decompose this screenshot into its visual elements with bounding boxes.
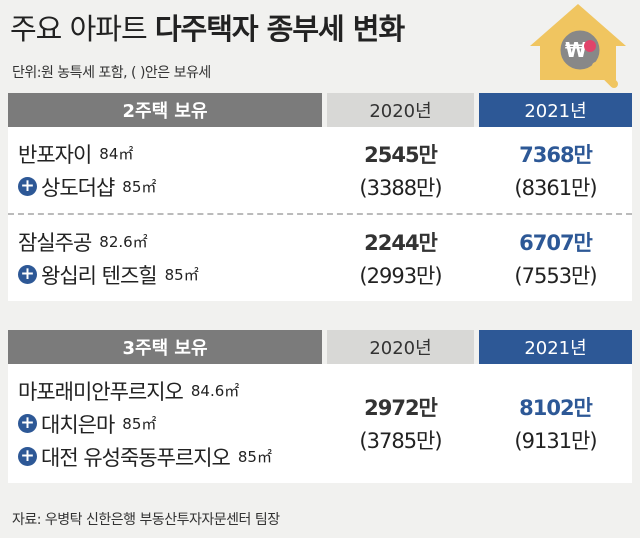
apartment-name: 왕십리 텐즈힐: [41, 263, 158, 288]
apartment-name: 대전 유성죽동푸르지오: [41, 445, 231, 470]
year-header: 2021년: [479, 330, 632, 364]
apartment-name: 대치은마: [41, 412, 115, 437]
apartment-size: 85㎡: [122, 415, 157, 433]
table-row: 반포자이 84㎡ + 상도더샵 85㎡ 2545만 (3388만) 7368만 (8361만): [8, 127, 632, 213]
holding-tax-2021: (9131만): [514, 429, 597, 453]
year-header: 2021년: [479, 93, 632, 127]
tax-2020: 2972만: [364, 396, 438, 420]
apartment-size: 85㎡: [122, 178, 157, 196]
apartment: 잠실주공 82.6㎡: [18, 225, 322, 258]
section: 3주택 보유 2020년 2021년 마포래미안푸르지오 84.6㎡ + 대치은마 85㎡ + 대…: [8, 330, 632, 483]
apartment: + 왕십리 텐즈힐 85㎡: [18, 258, 322, 291]
tax-2020: 2244만: [364, 230, 438, 255]
value-cell: 8102만 (9131만): [479, 364, 632, 483]
section: 2주택 보유 2020년 2021년 반포자이 84㎡ + 상도더샵 85㎡ 2545만 (338…: [8, 93, 632, 301]
holding-tax-2020: (3388만): [359, 175, 442, 200]
section-body: 마포래미안푸르지오 84.6㎡ + 대치은마 85㎡ + 대전 유성죽동푸르지오 85㎡ 297…: [8, 364, 632, 483]
apartment-name: 반포자이: [18, 142, 92, 167]
holding-tax-2020: (3785만): [359, 429, 442, 453]
apartment-size: 85㎡: [237, 448, 272, 466]
apartment: + 상도더샵 85㎡: [18, 170, 322, 203]
plus-icon: +: [18, 265, 37, 284]
apartment-name: 상도더샵: [41, 175, 115, 200]
value-cell: 2545만 (3388만): [327, 127, 474, 213]
apartment-cell: 잠실주공 82.6㎡ + 왕십리 텐즈힐 85㎡: [8, 215, 322, 301]
holding-tax-2021: (7553만): [514, 263, 597, 288]
unit-note: 단위:원 농특세 포함, ( )안은 보유세: [12, 65, 211, 81]
plus-icon: +: [18, 447, 37, 466]
title-bold: 다주택자 종부세 변화: [154, 12, 405, 46]
plus-icon: +: [18, 414, 37, 433]
apartment-name: 잠실주공: [18, 230, 92, 255]
apartment-cell: 마포래미안푸르지오 84.6㎡ + 대치은마 85㎡ + 대전 유성죽동푸르지오 85㎡: [8, 364, 322, 483]
holding-tax-2020: (2993만): [359, 263, 442, 288]
holding-tax-2021: (8361만): [514, 175, 597, 200]
year-header: 2020년: [327, 330, 474, 364]
title: 주요 아파트 다주택자 종부세 변화: [10, 6, 405, 48]
apartment-size: 82.6㎡: [99, 233, 148, 251]
tax-2021: 7368만: [519, 142, 593, 167]
svg-text:₩: ₩: [565, 38, 587, 62]
apartment: 마포래미안푸르지오 84.6㎡: [18, 374, 322, 407]
value-cell: 2972만 (3785만): [327, 364, 474, 483]
value-cell: 6707만 (7553만): [479, 215, 632, 301]
apartment: + 대치은마 85㎡: [18, 407, 322, 440]
apartment-cell: 반포자이 84㎡ + 상도더샵 85㎡: [8, 127, 322, 213]
value-cell: 2244만 (2993만): [327, 215, 474, 301]
apartment-size: 84.6㎡: [190, 382, 240, 400]
tax-2021: 8102만: [519, 396, 593, 420]
section-header: 3주택 보유 2020년 2021년: [8, 330, 632, 364]
apartment-name: 마포래미안푸르지오: [18, 379, 184, 404]
table-row: 잠실주공 82.6㎡ + 왕십리 텐즈힐 85㎡ 2244만 (2993만) 6707만 (75…: [8, 213, 632, 301]
tax-2021: 6707만: [519, 230, 593, 255]
icon: ₩: [530, 4, 626, 88]
section-header: 2주택 보유 2020년 2021년: [8, 93, 632, 127]
value-cell: 7368만 (8361만): [479, 127, 632, 213]
section-body: 반포자이 84㎡ + 상도더샵 85㎡ 2545만 (3388만) 7368만 (8361만) 잠…: [8, 127, 632, 301]
apartment: 반포자이 84㎡: [18, 137, 322, 170]
plus-icon: +: [18, 177, 37, 196]
apartment-size: 85㎡: [164, 266, 199, 284]
table-row: 마포래미안푸르지오 84.6㎡ + 대치은마 85㎡ + 대전 유성죽동푸르지오 85㎡ 297…: [8, 364, 632, 483]
group-label: 2주택 보유: [8, 93, 322, 127]
tax-2020: 2545만: [364, 142, 438, 167]
group-label: 3주택 보유: [8, 330, 322, 364]
title-light: 주요 아파트: [10, 12, 148, 46]
source: 자료: 우병탁 신한은행 부동산투자자문센터 팀장: [12, 512, 280, 528]
year-header: 2020년: [327, 93, 474, 127]
apartment: + 대전 유성죽동푸르지오 85㎡: [18, 440, 322, 473]
apartment-size: 84㎡: [99, 145, 134, 163]
